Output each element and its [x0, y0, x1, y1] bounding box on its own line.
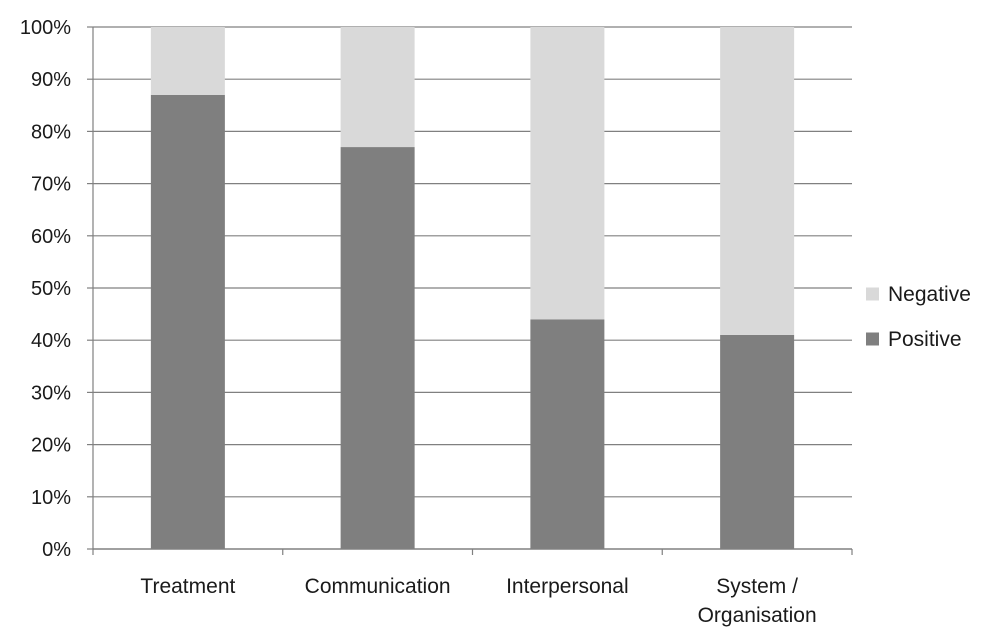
legend-label-positive: Positive	[888, 328, 962, 351]
bars	[150, 27, 795, 550]
bar-segment-positive	[720, 334, 795, 549]
axes: 0% 10% 20% 30% 40% 50% 60% 70% 80% 90% 100% Treatme…	[20, 17, 853, 627]
legend-label-negative: Negative	[888, 283, 971, 306]
y-tick-label: 0%	[42, 539, 71, 561]
x-tick-label: Interpersonal	[506, 575, 629, 598]
x-tick-label: Communication	[305, 575, 451, 598]
y-tick-label: 60%	[31, 226, 71, 248]
bar-segment-negative	[340, 27, 415, 148]
y-tick-label: 10%	[31, 487, 71, 509]
legend-swatch-positive	[866, 332, 879, 346]
bar-segment-negative	[150, 27, 225, 95]
y-tick-label: 30%	[31, 382, 71, 404]
y-tick-label: 80%	[31, 121, 71, 143]
y-tick-label: 100%	[20, 17, 71, 39]
legend: Negative Positive	[866, 283, 971, 351]
y-tick-label: 50%	[31, 278, 71, 300]
y-tick-label: 70%	[31, 174, 71, 196]
bar-segment-negative	[530, 27, 605, 320]
legend-swatch-negative	[866, 287, 879, 301]
bar-segment-negative	[720, 27, 795, 335]
bar-segment-positive	[150, 94, 225, 550]
x-tick-label: Treatment	[140, 575, 235, 598]
bar-segment-positive	[530, 319, 605, 549]
x-tick-label: System / Organisation	[698, 575, 817, 627]
y-tick-label: 20%	[31, 435, 71, 457]
y-tick-label: 90%	[31, 69, 71, 91]
bar-segment-positive	[340, 147, 415, 549]
y-tick-label: 40%	[31, 330, 71, 352]
